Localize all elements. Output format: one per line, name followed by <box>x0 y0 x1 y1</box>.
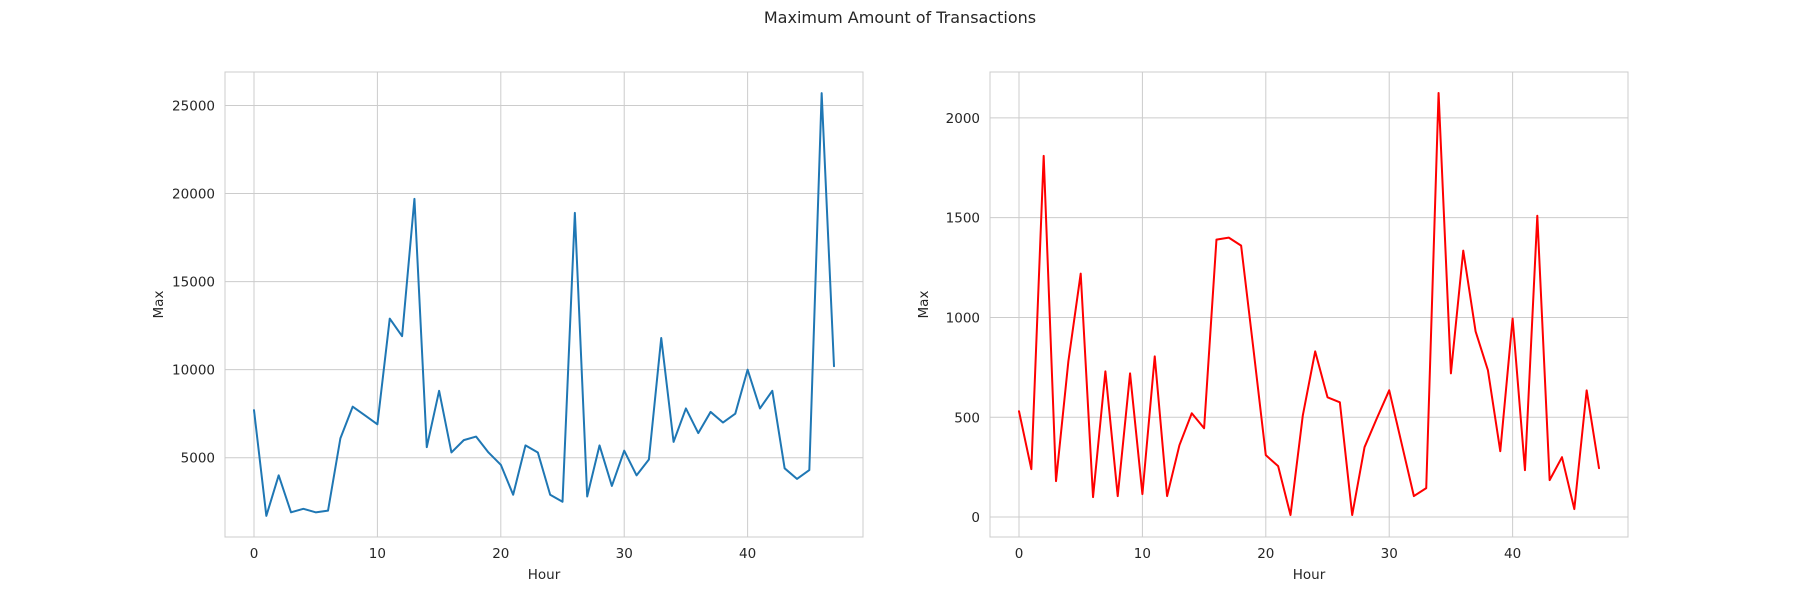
y-tick-label: 2000 <box>946 111 980 127</box>
x-tick-label: 40 <box>739 546 756 562</box>
x-tick-label: 20 <box>1257 546 1274 562</box>
y-tick-label: 5000 <box>181 451 215 467</box>
x-tick-label: 30 <box>616 546 633 562</box>
x-axis-label: Hour <box>1293 567 1326 583</box>
y-axis-label: Max <box>151 291 167 319</box>
x-axis-label: Hour <box>528 567 561 583</box>
x-tick-label: 20 <box>492 546 509 562</box>
y-tick-label: 10000 <box>172 363 215 379</box>
x-tick-label: 30 <box>1381 546 1398 562</box>
figure-title: Maximum Amount of Transactions <box>764 8 1036 27</box>
y-tick-label: 0 <box>971 510 980 526</box>
y-tick-label: 15000 <box>172 275 215 291</box>
y-tick-label: 25000 <box>172 98 215 114</box>
x-tick-label: 40 <box>1504 546 1521 562</box>
y-tick-label: 20000 <box>172 187 215 203</box>
y-tick-label: 1000 <box>946 310 980 326</box>
plot-frame <box>224 71 864 538</box>
x-tick-label: 0 <box>1015 546 1024 562</box>
series-line <box>1018 91 1600 517</box>
left-chart-panel: 0 10 20 30 40 5000 10000 15000 20000 25000 Hour Max <box>151 71 864 583</box>
x-tick-label: 10 <box>1134 546 1151 562</box>
y-axis-label: Max <box>916 291 932 319</box>
y-tick-label: 500 <box>954 410 980 426</box>
x-tick-label: 10 <box>369 546 386 562</box>
y-tick-label: 1500 <box>946 211 980 227</box>
right-chart-panel: 0 10 20 30 40 0 500 1000 1500 2000 Hour Max <box>916 71 1629 583</box>
x-tick-label: 0 <box>250 546 259 562</box>
plot-frame <box>989 71 1629 538</box>
series-line <box>253 92 835 517</box>
